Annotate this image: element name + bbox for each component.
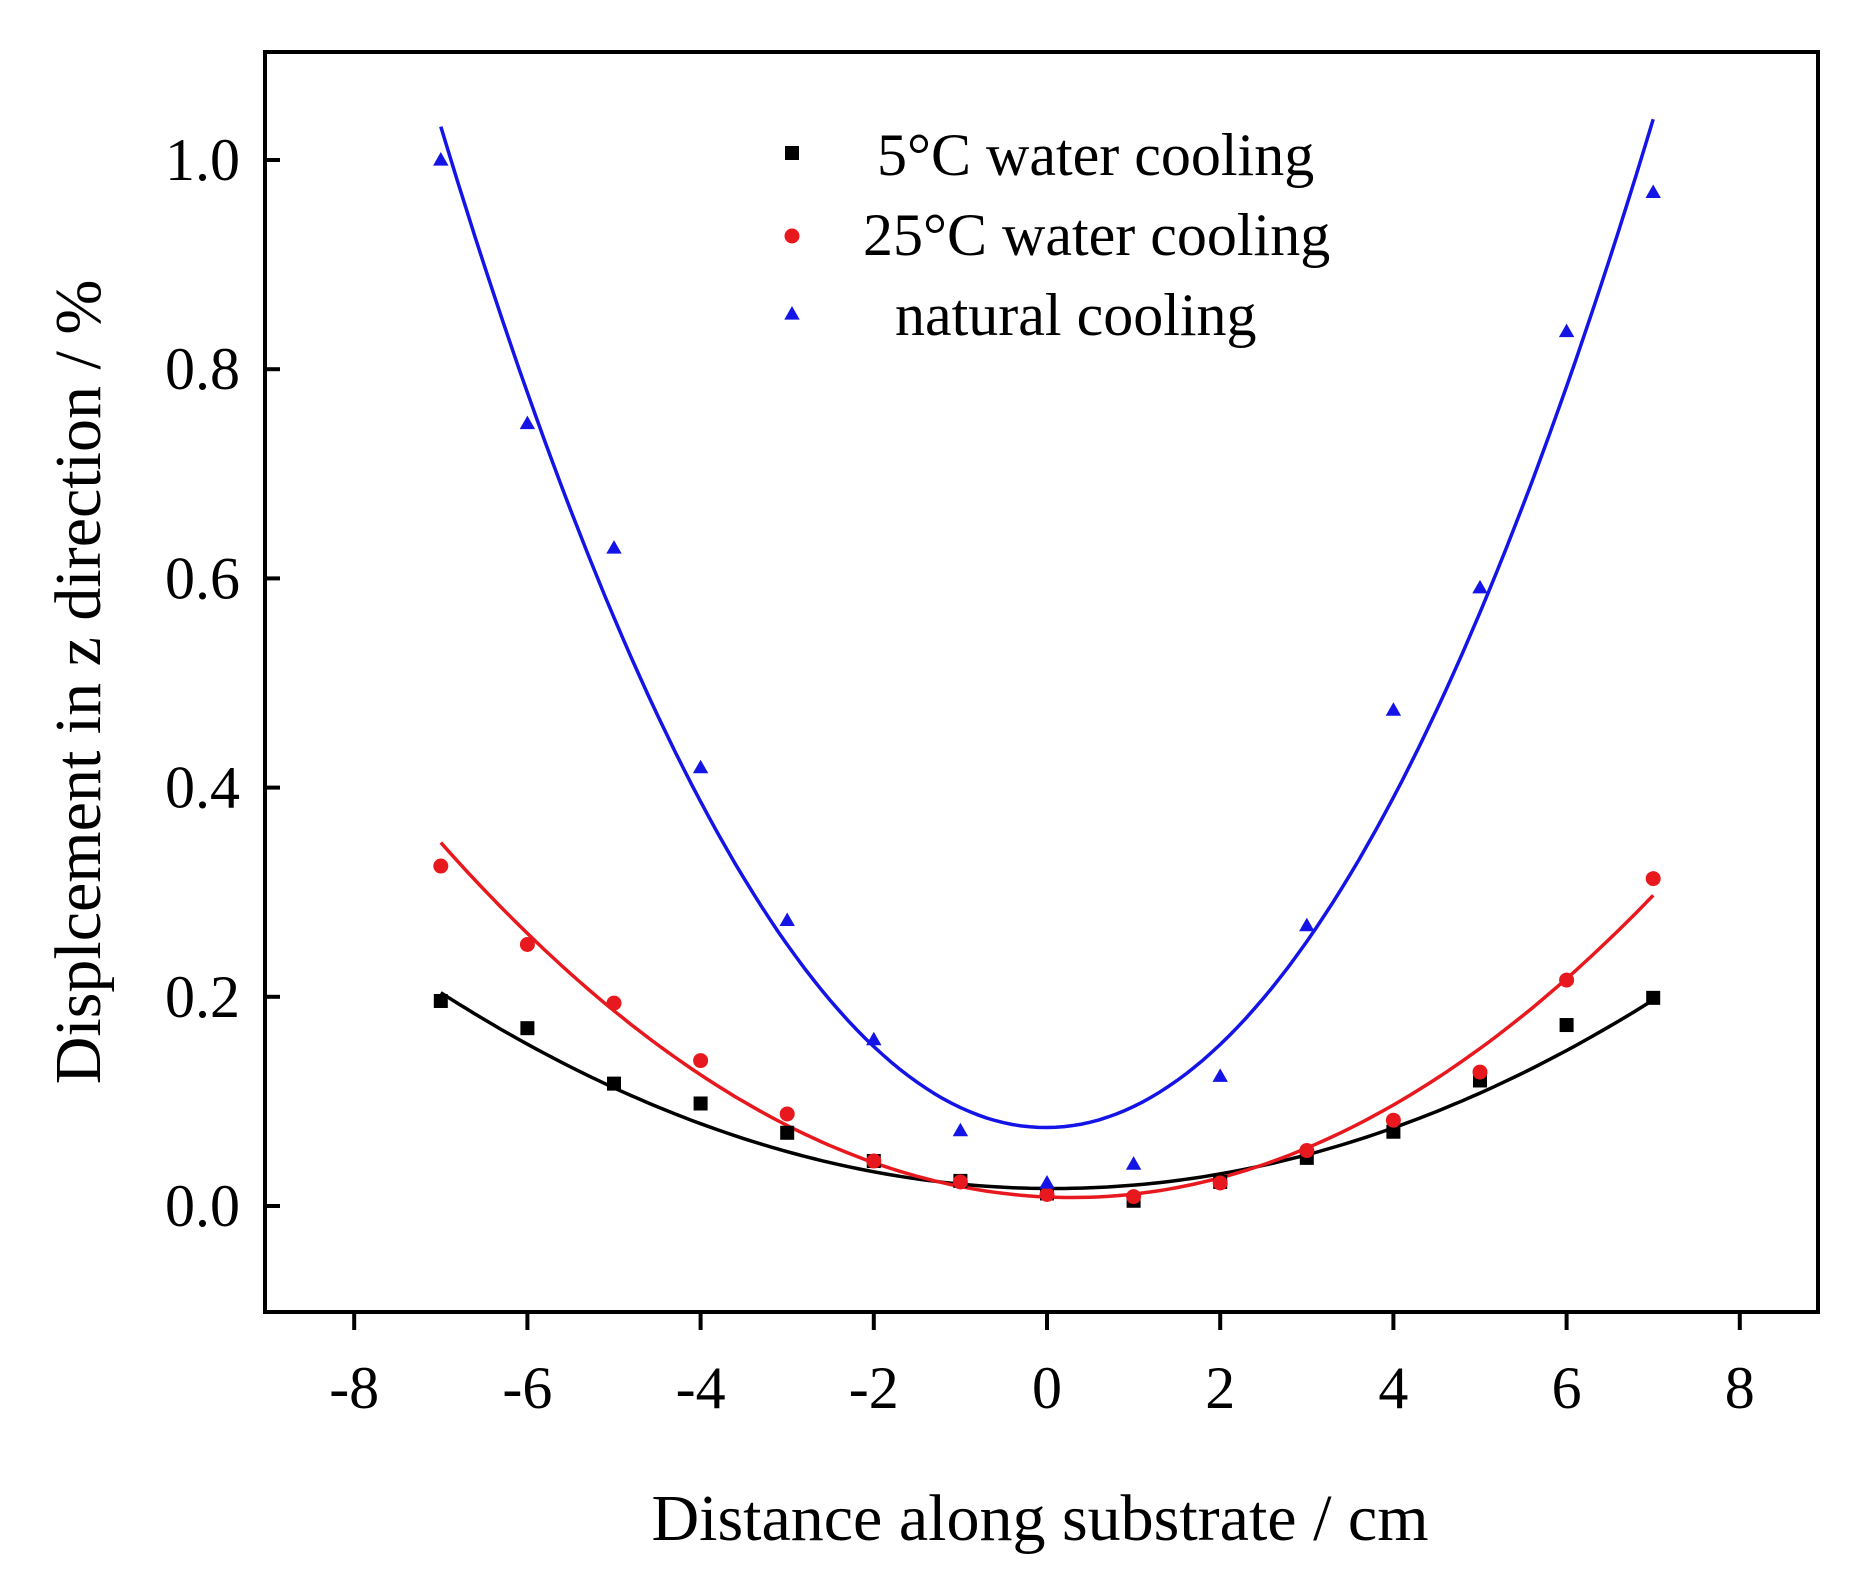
y-tick-label: 0.4 <box>165 755 240 821</box>
fit-curve-series-2 <box>439 118 1655 1130</box>
data-point-circle-1 <box>693 1053 709 1069</box>
data-point-triangle-2 <box>519 415 536 430</box>
data-point-square-0 <box>1559 1018 1574 1033</box>
data-point-circle-1 <box>1645 871 1661 887</box>
y-tick-label: 0.0 <box>165 1173 240 1239</box>
legend-marker-circle <box>784 228 800 244</box>
data-point-circle-1 <box>779 1106 795 1122</box>
legend-marker-shape-1 <box>784 228 800 244</box>
fit-curve-series-0 <box>439 991 1655 1191</box>
x-tick-label: 2 <box>1205 1355 1235 1421</box>
data-point-circle-1 <box>1385 1112 1401 1128</box>
x-axis-title: Distance along substrate / cm <box>651 1482 1428 1555</box>
y-tick-label: 0.8 <box>165 336 240 402</box>
y-axis-title: Displcement in z direction / % <box>42 280 115 1085</box>
x-tick-label: 4 <box>1378 1355 1408 1421</box>
x-tick-label: 0 <box>1032 1355 1062 1421</box>
legend-marker-shape-2 <box>784 306 800 320</box>
y-axis: 0.0 0.2 0.4 0.6 0.8 1.0 <box>165 127 280 1239</box>
x-tick-label: -4 <box>676 1355 726 1421</box>
legend: 5°C water cooling 25°C water cooling nat… <box>784 122 1330 348</box>
x-tick-label: -8 <box>329 1355 379 1421</box>
data-point-triangle-2 <box>1472 579 1488 594</box>
legend-marker-triangle <box>784 306 800 320</box>
data-point-triangle-2 <box>1212 1068 1228 1082</box>
data-point-triangle-2 <box>952 1122 969 1137</box>
data-point-circle-1 <box>952 1174 968 1190</box>
data-point-circle-1 <box>1559 972 1575 988</box>
y-tick-label: 1.0 <box>165 127 240 193</box>
y-tick-label: 0.6 <box>165 545 240 611</box>
legend-label-natural: natural cooling <box>895 282 1257 348</box>
data-point-circle-1 <box>519 937 535 952</box>
legend-marker-square <box>785 146 799 160</box>
data-point-triangle-2 <box>606 540 622 554</box>
data-point-triangle-2 <box>779 912 795 927</box>
data-point-square-0 <box>433 993 448 1008</box>
x-tick-label: 6 <box>1552 1355 1582 1421</box>
data-point-triangle-2 <box>1645 184 1661 199</box>
data-point-square-0 <box>780 1125 795 1140</box>
x-tick-label: -6 <box>502 1355 552 1421</box>
x-axis: -8 -6 -4 -2 0 2 4 6 8 <box>329 1312 1755 1421</box>
fit-curve-series-1 <box>439 841 1655 1200</box>
data-point-circle-1 <box>606 995 622 1011</box>
data-point-circle-1 <box>1299 1143 1315 1159</box>
legend-label-25c: 25°C water cooling <box>863 202 1330 268</box>
data-point-square-0 <box>520 1021 535 1036</box>
data-point-square-0 <box>1646 990 1661 1005</box>
data-point-triangle-2 <box>1385 702 1402 716</box>
x-tick-label: -2 <box>849 1355 899 1421</box>
data-point-square-0 <box>607 1076 621 1091</box>
data-point-triangle-2 <box>1039 1175 1055 1189</box>
plot-frame <box>263 50 1820 1314</box>
data-point-triangle-2 <box>1125 1156 1142 1170</box>
data-point-circle-1 <box>1039 1186 1055 1202</box>
x-tick-label: 8 <box>1725 1355 1755 1421</box>
data-point-triangle-2 <box>433 152 449 166</box>
data-point-circle-1 <box>1472 1064 1488 1080</box>
data-point-circle-1 <box>1212 1175 1228 1191</box>
data-point-circle-1 <box>1126 1189 1142 1205</box>
data-point-circle-1 <box>433 858 449 874</box>
data-point-triangle-2 <box>1299 917 1315 932</box>
data-point-triangle-2 <box>692 759 709 774</box>
data-point-triangle-2 <box>866 1031 882 1046</box>
data-point-triangle-2 <box>1558 323 1575 338</box>
data-point-square-0 <box>1386 1124 1401 1139</box>
data-point-circle-1 <box>866 1153 882 1169</box>
legend-marker-shape-0 <box>785 146 799 160</box>
legend-label-5c: 5°C water cooling <box>877 122 1314 188</box>
y-tick-label: 0.2 <box>165 964 240 1030</box>
data-point-square-0 <box>693 1096 708 1111</box>
data-points <box>433 152 1661 1208</box>
